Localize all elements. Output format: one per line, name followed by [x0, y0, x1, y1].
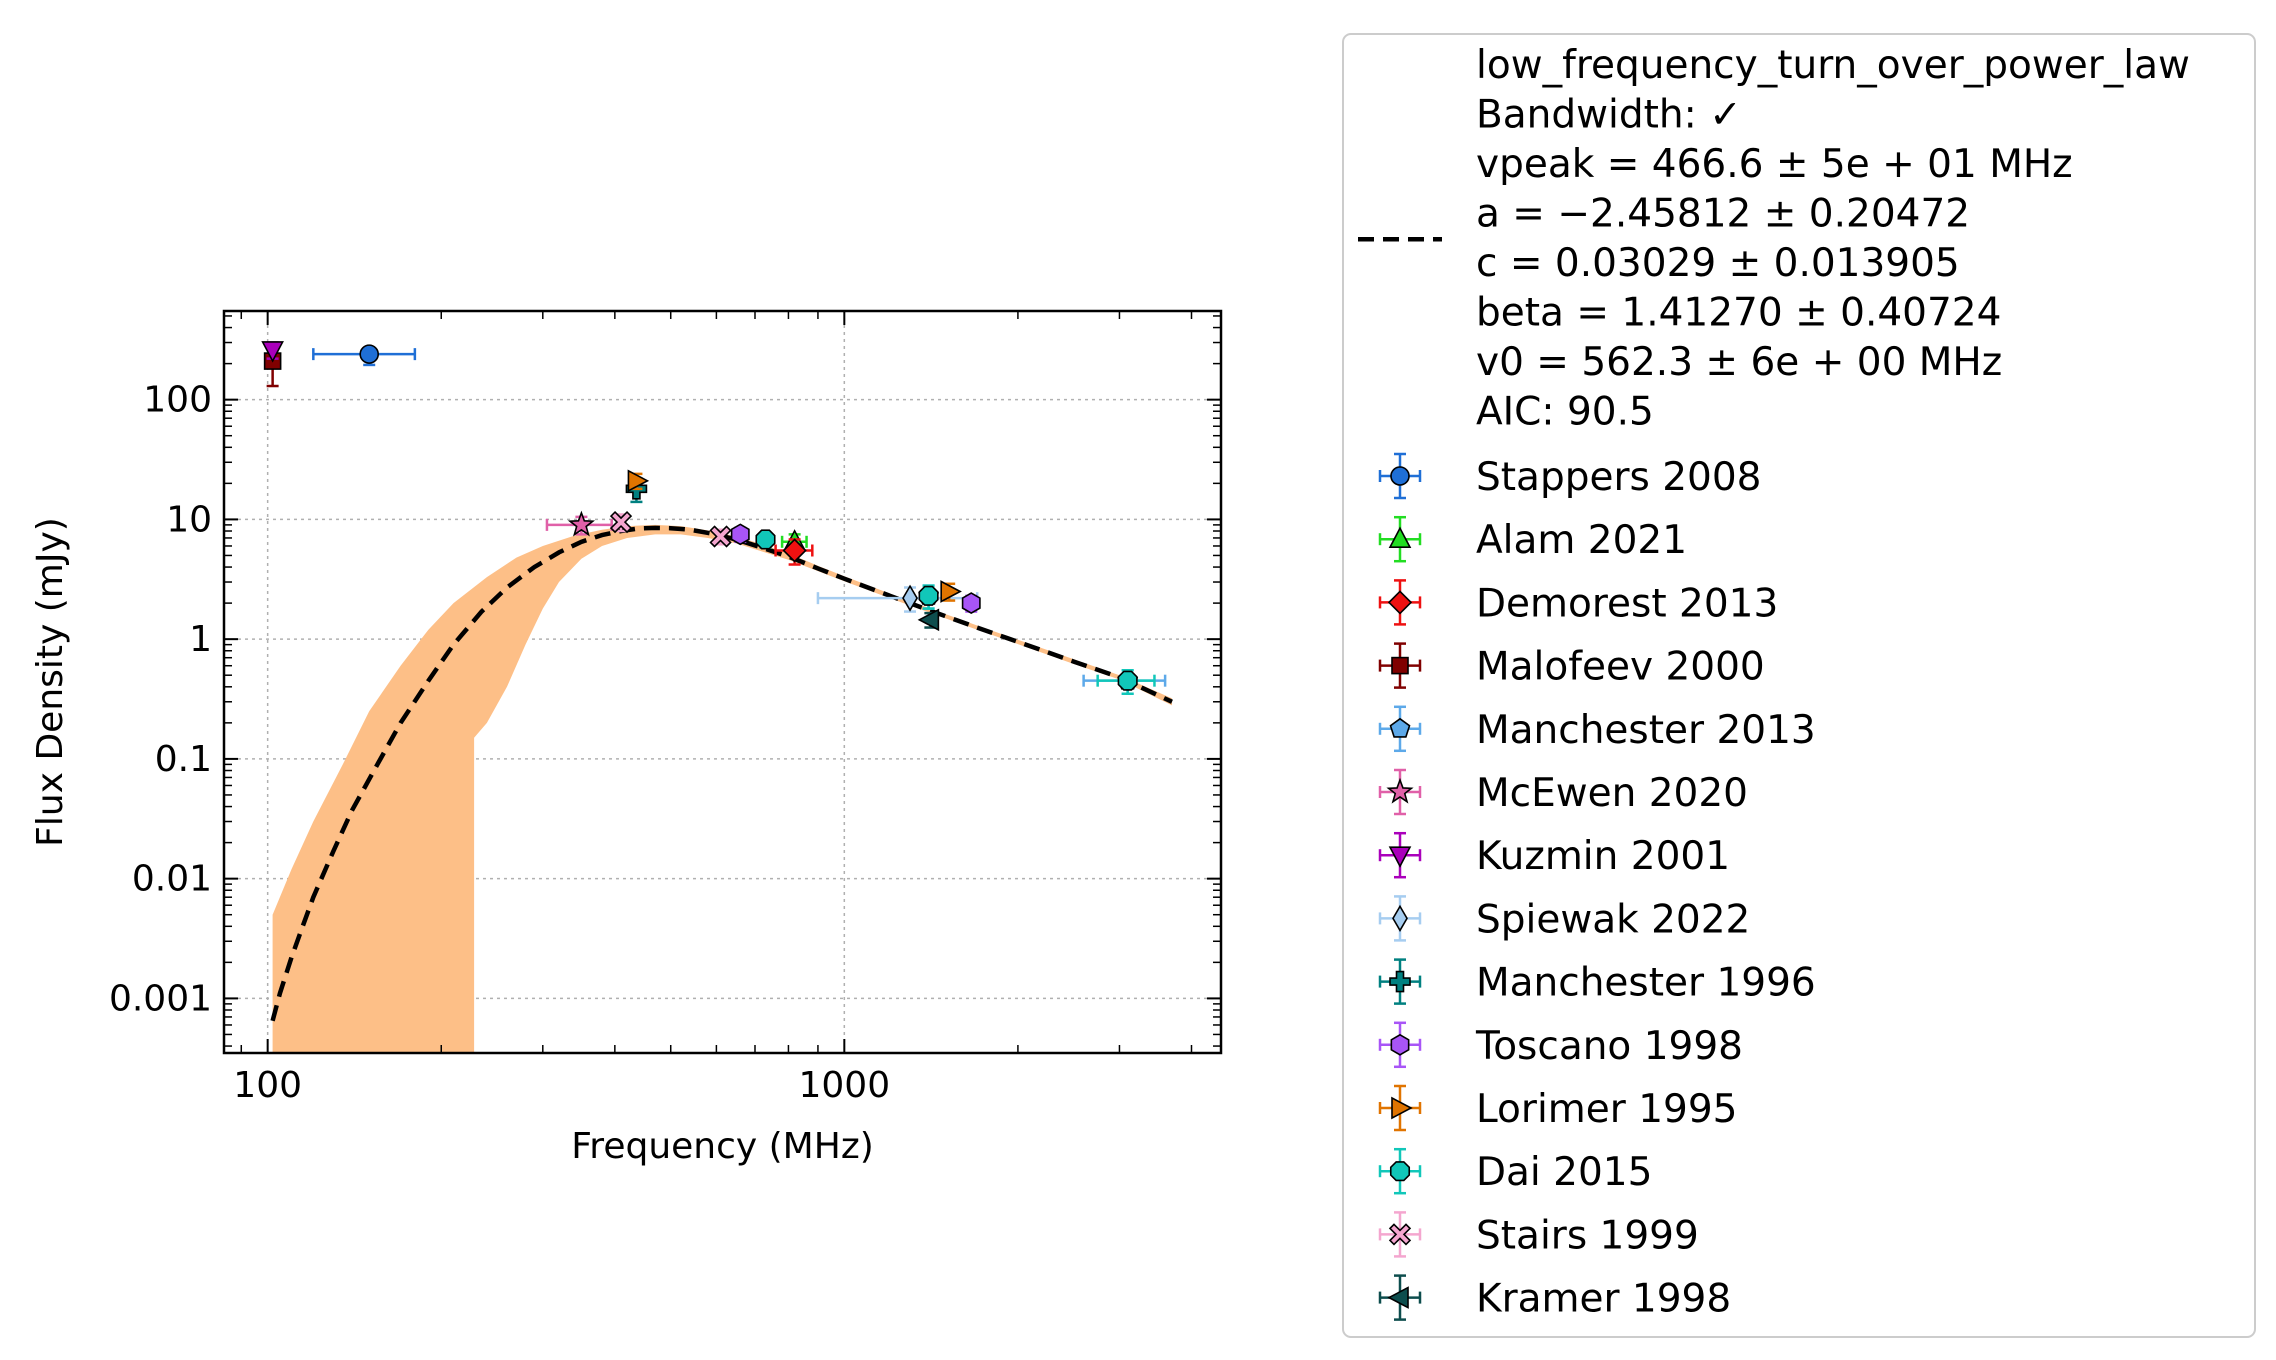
- legend-label: Stairs 1999: [1476, 1213, 1699, 1258]
- legend-marker: [1389, 1161, 1411, 1182]
- legend-marker: [1387, 590, 1413, 615]
- legend-marker: [1391, 656, 1409, 675]
- data-point: [755, 529, 776, 550]
- legend-entry: Kramer 1998: [1378, 1274, 1731, 1322]
- legend-label: Dai 2015: [1476, 1150, 1652, 1195]
- legend-label: Kuzmin 2001: [1476, 834, 1730, 879]
- legend-entry: Stairs 1999: [1378, 1211, 1699, 1258]
- legend-fit-text: c = 0.03029 ± 0.013905: [1476, 241, 1960, 286]
- plot-content: [261, 341, 1173, 1053]
- legend-label: Lorimer 1995: [1476, 1087, 1737, 1132]
- legend-entry: Manchester 1996: [1378, 958, 1816, 1006]
- series-kramer-1998: [917, 608, 940, 632]
- y-tick-label: 100: [143, 380, 212, 421]
- plot-area: 100 1000 0.001 0.01 0.1 1 10 100 Frequency (MHz)…: [30, 309, 1223, 1167]
- x-tick-label: 100: [233, 1065, 302, 1106]
- legend-fit-text: beta = 1.41270 ± 0.40724: [1476, 291, 2001, 336]
- data-point: [1117, 670, 1138, 691]
- data-point: [940, 580, 962, 603]
- y-axis-label: Flux Density (mJy): [30, 517, 71, 847]
- data-point: [359, 344, 380, 364]
- legend-fit-text: AIC: 90.5: [1476, 390, 1654, 435]
- data-point: [567, 510, 596, 537]
- legend-marker: [1388, 846, 1412, 868]
- series-demorest-2013: [774, 538, 814, 566]
- legend-entry: Lorimer 1995: [1378, 1084, 1737, 1132]
- data-point: [609, 510, 633, 534]
- y-tick-label: 0.1: [155, 739, 212, 780]
- data-point: [709, 525, 732, 548]
- legend-label: Alam 2021: [1476, 518, 1687, 563]
- legend-fit-text: a = −2.45812 ± 0.20472: [1476, 192, 1970, 237]
- data-point: [918, 585, 939, 606]
- series-stairs-1999: [609, 510, 732, 548]
- legend-marker: [1386, 777, 1414, 804]
- series-spiewak-2022: [816, 584, 979, 613]
- data-point: [902, 584, 918, 612]
- legend-label: Spiewak 2022: [1476, 897, 1750, 942]
- series-kuzmin-2001: [261, 341, 284, 363]
- legend-fit-text: vpeak = 466.6 ± 5e + 01 MHz: [1476, 142, 2073, 187]
- legend-entry: Malofeev 2000: [1378, 642, 1765, 690]
- x-tick-label: 1000: [799, 1065, 891, 1106]
- legend-marker: [1391, 1096, 1413, 1120]
- fit-confidence-band: [272, 524, 1173, 1053]
- y-tick-label: 10: [166, 499, 212, 540]
- legend-fit-text: Bandwidth: ✓: [1476, 93, 1742, 138]
- legend-fit-text: low_frequency_turn_over_power_law: [1476, 43, 2190, 88]
- legend-label: Malofeev 2000: [1476, 645, 1765, 690]
- legend-label: Toscano 1998: [1475, 1024, 1743, 1069]
- legend-entry: Kuzmin 2001: [1378, 831, 1730, 879]
- legend-label: Kramer 1998: [1476, 1277, 1731, 1322]
- series-lorimer-1995: [627, 469, 962, 603]
- legend-marker: [1388, 526, 1412, 549]
- legend-entry: Manchester 2013: [1378, 705, 1816, 753]
- data-point: [782, 538, 807, 563]
- legend-label: Stappers 2008: [1476, 455, 1761, 500]
- legend-entry: Demorest 2013: [1378, 579, 1778, 626]
- legend-entry: Alam 2021: [1378, 515, 1687, 563]
- legend-marker: [1387, 1286, 1409, 1309]
- legend-marker: [1389, 717, 1411, 738]
- legend-frame: [1342, 33, 2256, 1338]
- legend-entry: McEwen 2020: [1378, 768, 1748, 816]
- legend-entry: Stappers 2008: [1378, 452, 1761, 500]
- legend-marker: [1390, 1033, 1410, 1056]
- legend-label: Manchester 1996: [1476, 961, 1816, 1006]
- legend-entry-fit: low_frequency_turn_over_power_law Bandwid…: [1358, 43, 2190, 435]
- legend-label: McEwen 2020: [1476, 771, 1748, 816]
- data-point: [917, 608, 940, 632]
- y-tick-label: 0.001: [109, 978, 212, 1019]
- data-point: [961, 592, 981, 615]
- legend-entry: Toscano 1998: [1378, 1021, 1743, 1069]
- data-point: [627, 469, 650, 493]
- legend-fit-text: v0 = 562.3 ± 6e + 00 MHz: [1476, 340, 2002, 385]
- legend-label: Demorest 2013: [1476, 581, 1778, 626]
- legend-entry: Dai 2015: [1378, 1147, 1652, 1195]
- axes-frame: [222, 309, 1223, 1055]
- series-stappers-2008: [312, 344, 417, 367]
- y-tick-label: 0.01: [132, 859, 212, 900]
- series-dai-2015: [755, 529, 1156, 696]
- x-axis-label: Frequency (MHz): [571, 1126, 874, 1167]
- legend-error-bar: [1378, 515, 1422, 563]
- data-point: [261, 341, 284, 363]
- legend-marker: [1392, 904, 1408, 932]
- series-mcewen-2020: [545, 510, 613, 537]
- legend: low_frequency_turn_over_power_law Bandwid…: [1342, 33, 2256, 1338]
- data-point: [730, 523, 750, 546]
- legend-entry: Spiewak 2022: [1378, 895, 1750, 942]
- legend-label: Manchester 2013: [1476, 708, 1816, 753]
- y-tick-label: 1: [189, 619, 212, 660]
- series-toscano-1998: [730, 523, 981, 615]
- legend-marker: [1389, 970, 1411, 993]
- legend-marker: [1390, 466, 1410, 486]
- legend-marker: [1388, 1223, 1412, 1246]
